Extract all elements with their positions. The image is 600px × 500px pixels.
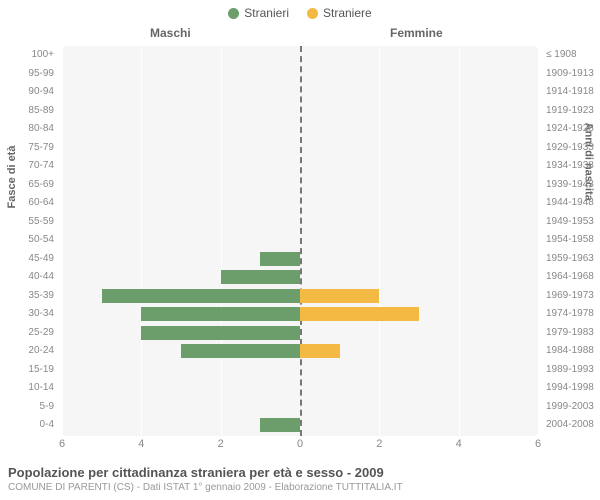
age-row — [62, 157, 538, 176]
age-row — [62, 194, 538, 213]
ylabel-right: 1984-1988 — [546, 342, 600, 361]
ylabel-left: 5-9 — [0, 398, 54, 417]
bar-male — [221, 270, 300, 284]
ylabel-right: 1974-1978 — [546, 305, 600, 324]
age-row — [62, 287, 538, 306]
footer-subtitle: COMUNE DI PARENTI (CS) - Dati ISTAT 1° g… — [8, 481, 592, 494]
ylabel-right: 1999-2003 — [546, 398, 600, 417]
ylabel-left: 50-54 — [0, 231, 54, 250]
xaxis: 6 4 2 0 2 4 6 — [62, 438, 538, 454]
ylabel-right: 1914-1918 — [546, 83, 600, 102]
bar-male — [260, 418, 300, 432]
age-row — [62, 102, 538, 121]
header-male: Maschi — [150, 26, 191, 40]
ylabel-right: 2004-2008 — [546, 416, 600, 435]
ylabel-left: 85-89 — [0, 102, 54, 121]
ylabel-right: 1944-1948 — [546, 194, 600, 213]
age-row — [62, 139, 538, 158]
footer-title: Popolazione per cittadinanza straniera p… — [8, 465, 592, 481]
ylabel-left: 80-84 — [0, 120, 54, 139]
legend-swatch-male — [228, 8, 239, 19]
bar-female — [300, 307, 419, 321]
bar-male — [260, 252, 300, 266]
header-female: Femmine — [390, 26, 443, 40]
ylabel-left: 65-69 — [0, 176, 54, 195]
ylabel-right: 1929-1933 — [546, 139, 600, 158]
age-row — [62, 324, 538, 343]
age-row — [62, 213, 538, 232]
legend-swatch-female — [307, 8, 318, 19]
ylabel-left: 40-44 — [0, 268, 54, 287]
ylabel-left: 10-14 — [0, 379, 54, 398]
ylabel-left: 60-64 — [0, 194, 54, 213]
legend-label-male: Stranieri — [244, 6, 289, 20]
age-row — [62, 416, 538, 435]
xtick: 6 — [535, 438, 541, 450]
ylabel-right: 1919-1923 — [546, 102, 600, 121]
yaxis-right: ≤ 19081909-19131914-19181919-19231924-19… — [542, 46, 600, 436]
gridline — [538, 46, 539, 436]
xtick: 2 — [218, 438, 224, 450]
ylabel-left: 25-29 — [0, 324, 54, 343]
age-row — [62, 342, 538, 361]
ylabel-right: 1979-1983 — [546, 324, 600, 343]
age-row — [62, 361, 538, 380]
ylabel-left: 30-34 — [0, 305, 54, 324]
yaxis-left: 100+95-9990-9485-8980-8475-7970-7465-696… — [0, 46, 58, 436]
age-row — [62, 305, 538, 324]
age-row — [62, 83, 538, 102]
chart-container: Stranieri Straniere Maschi Femmine Fasce… — [0, 0, 600, 500]
ylabel-left: 0-4 — [0, 416, 54, 435]
ylabel-left: 20-24 — [0, 342, 54, 361]
ylabel-left: 90-94 — [0, 83, 54, 102]
bar-male — [141, 307, 300, 321]
bar-female — [300, 344, 340, 358]
ylabel-left: 35-39 — [0, 287, 54, 306]
age-row — [62, 250, 538, 269]
ylabel-right: ≤ 1908 — [546, 46, 600, 65]
ylabel-right: 1954-1958 — [546, 231, 600, 250]
ylabel-right: 1989-1993 — [546, 361, 600, 380]
ylabel-left: 95-99 — [0, 65, 54, 84]
ylabel-left: 15-19 — [0, 361, 54, 380]
ylabel-left: 45-49 — [0, 250, 54, 269]
age-row — [62, 46, 538, 65]
xtick: 6 — [59, 438, 65, 450]
legend-item-female: Straniere — [307, 6, 372, 20]
ylabel-right: 1949-1953 — [546, 213, 600, 232]
ylabel-right: 1964-1968 — [546, 268, 600, 287]
age-row — [62, 398, 538, 417]
ylabel-right: 1969-1973 — [546, 287, 600, 306]
age-row — [62, 379, 538, 398]
ylabel-right: 1924-1928 — [546, 120, 600, 139]
age-row — [62, 65, 538, 84]
ylabel-right: 1934-1938 — [546, 157, 600, 176]
xtick: 4 — [456, 438, 462, 450]
xtick: 2 — [376, 438, 382, 450]
ylabel-right: 1909-1913 — [546, 65, 600, 84]
footer: Popolazione per cittadinanza straniera p… — [8, 465, 592, 494]
ylabel-left: 70-74 — [0, 157, 54, 176]
ylabel-right: 1994-1998 — [546, 379, 600, 398]
legend-label-female: Straniere — [323, 6, 372, 20]
bar-male — [141, 326, 300, 340]
age-row — [62, 231, 538, 250]
age-row — [62, 120, 538, 139]
ylabel-left: 75-79 — [0, 139, 54, 158]
bar-female — [300, 289, 379, 303]
xtick: 0 — [297, 438, 303, 450]
ylabel-left: 55-59 — [0, 213, 54, 232]
bar-male — [102, 289, 300, 303]
xtick: 4 — [138, 438, 144, 450]
age-row — [62, 176, 538, 195]
age-row — [62, 268, 538, 287]
ylabel-right: 1959-1963 — [546, 250, 600, 269]
ylabel-right: 1939-1943 — [546, 176, 600, 195]
ylabel-left: 100+ — [0, 46, 54, 65]
bar-male — [181, 344, 300, 358]
legend-item-male: Stranieri — [228, 6, 289, 20]
legend: Stranieri Straniere — [0, 0, 600, 20]
plot-area — [62, 46, 538, 436]
